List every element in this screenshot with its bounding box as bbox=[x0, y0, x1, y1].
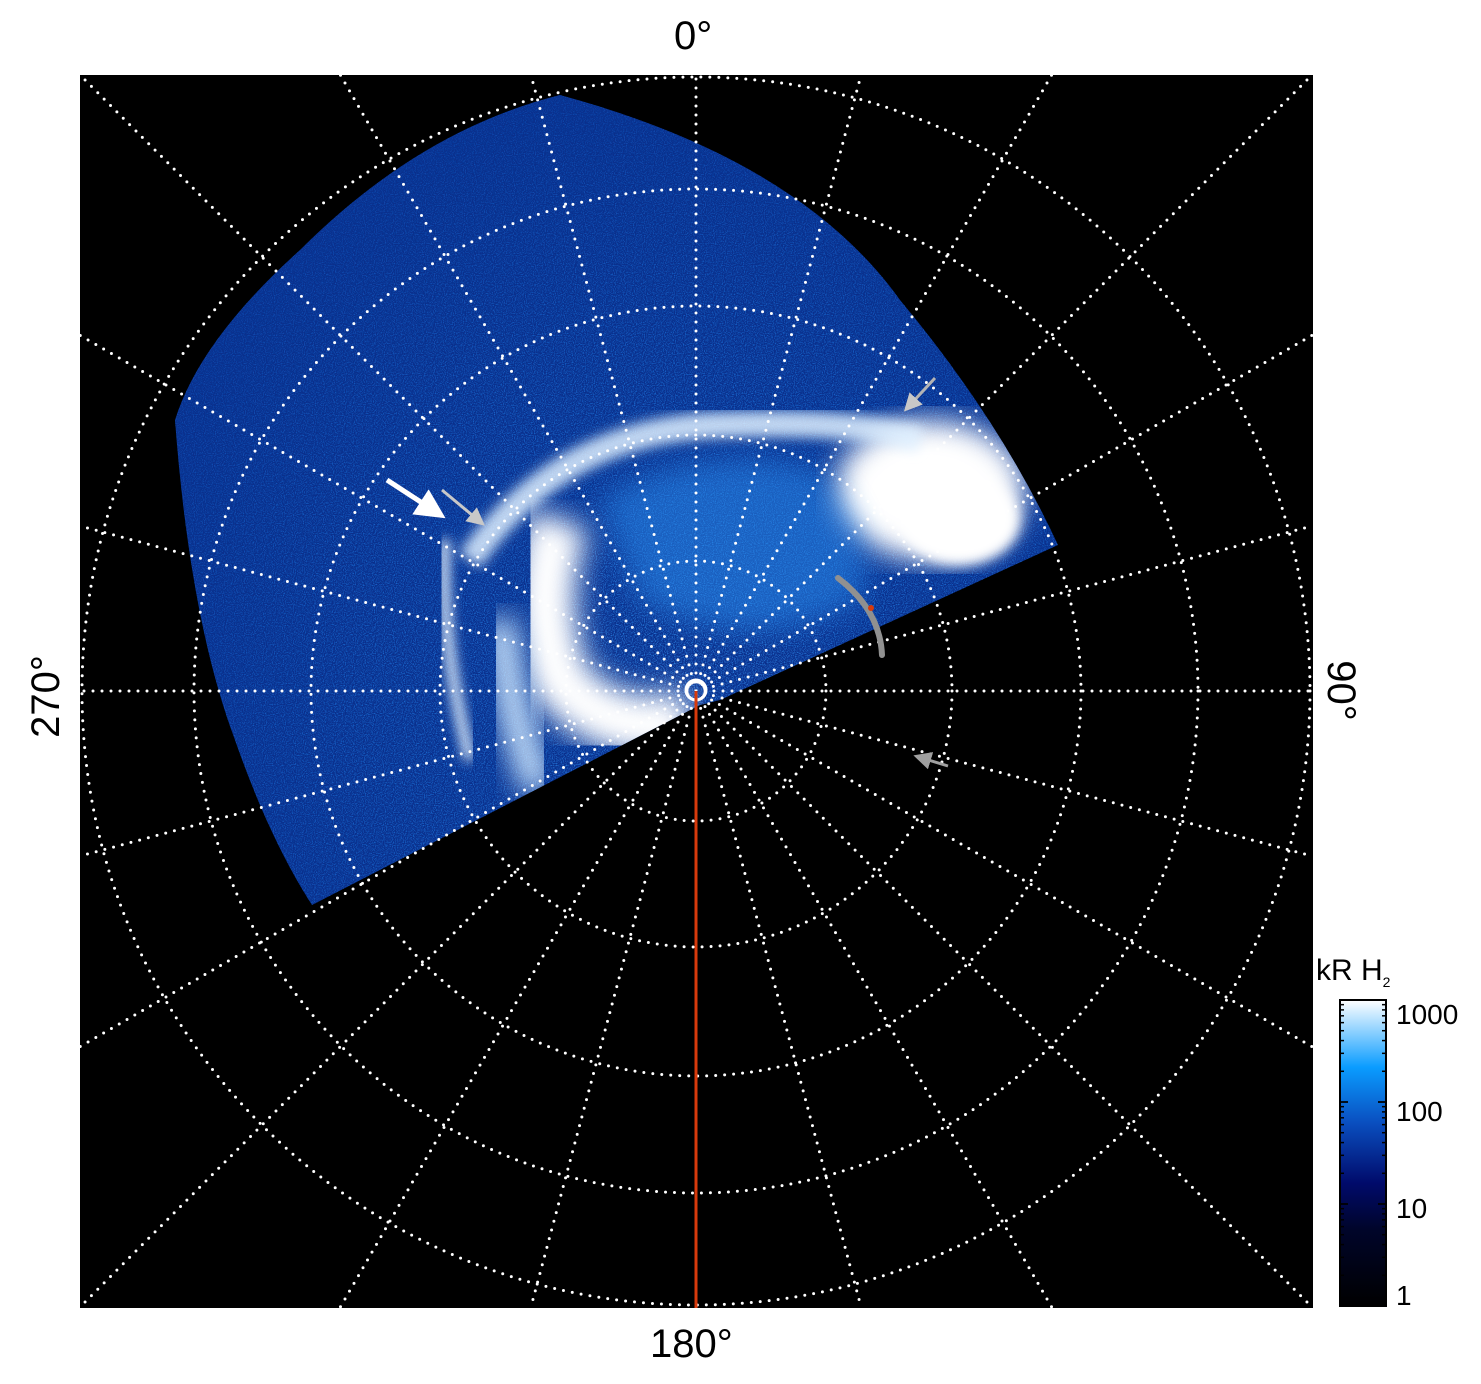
arrow-grey-dusk bbox=[441, 488, 485, 526]
grid-spoke bbox=[694, 689, 1313, 858]
grid-spoke bbox=[80, 524, 698, 693]
colorbar-tick-label: 1 bbox=[1396, 1280, 1412, 1311]
arrow-grey-lower bbox=[913, 752, 949, 770]
angle-label-90: 90° bbox=[1318, 660, 1363, 721]
grid-spoke bbox=[694, 689, 1313, 1049]
main-oval-dawn-arc bbox=[900, 475, 1020, 565]
aurora-emission-map bbox=[175, 95, 1058, 905]
grid-spoke bbox=[338, 689, 698, 1308]
arrow-white bbox=[385, 477, 446, 519]
grid-spoke bbox=[80, 333, 698, 693]
grid-spoke bbox=[80, 689, 698, 1308]
grid-spoke bbox=[694, 75, 1054, 693]
grid-spoke bbox=[694, 689, 863, 1308]
colorbar-ticks bbox=[1340, 999, 1386, 1307]
grid-spoke bbox=[529, 689, 698, 1308]
grid-spoke bbox=[80, 75, 698, 693]
footprint-dot bbox=[868, 605, 874, 611]
grid-spoke bbox=[694, 524, 1313, 693]
dusk-emission bbox=[515, 509, 698, 755]
grid-spoke bbox=[694, 689, 1054, 1308]
dusk-emission bbox=[485, 618, 554, 796]
colorbar-tick-label: 100 bbox=[1396, 1096, 1443, 1127]
colorbar-tick-label: 1000 bbox=[1396, 999, 1459, 1030]
grid-spoke bbox=[338, 75, 698, 693]
grid-spoke bbox=[694, 333, 1313, 693]
colorbar-tick-label: 10 bbox=[1396, 1193, 1428, 1224]
grid-spoke bbox=[80, 689, 698, 858]
angle-label-0: 0° bbox=[674, 14, 713, 58]
footprint-arc bbox=[835, 575, 885, 658]
grid-spoke bbox=[694, 75, 863, 693]
colorbar bbox=[1339, 999, 1387, 1307]
grid-spoke bbox=[80, 689, 698, 1049]
grid-ring bbox=[192, 187, 1200, 1195]
colorbar-unit: kR H bbox=[1316, 954, 1383, 987]
colorbar-title: kR H2 bbox=[1316, 954, 1390, 990]
colorbar-subscript: 2 bbox=[1382, 974, 1391, 990]
dusk-arc-thin bbox=[439, 539, 475, 762]
main-oval-arc bbox=[459, 411, 925, 568]
grid-spoke bbox=[529, 75, 698, 693]
arrow-grey-dawn bbox=[903, 376, 937, 412]
grid-ring bbox=[564, 559, 828, 823]
grid-ring bbox=[438, 433, 954, 949]
angle-label-180: 180° bbox=[650, 1322, 733, 1366]
grid-spoke bbox=[694, 689, 1313, 1308]
grid-spoke bbox=[694, 75, 1313, 693]
angle-label-270: 270° bbox=[23, 655, 68, 738]
polar-region-emission bbox=[600, 460, 865, 630]
